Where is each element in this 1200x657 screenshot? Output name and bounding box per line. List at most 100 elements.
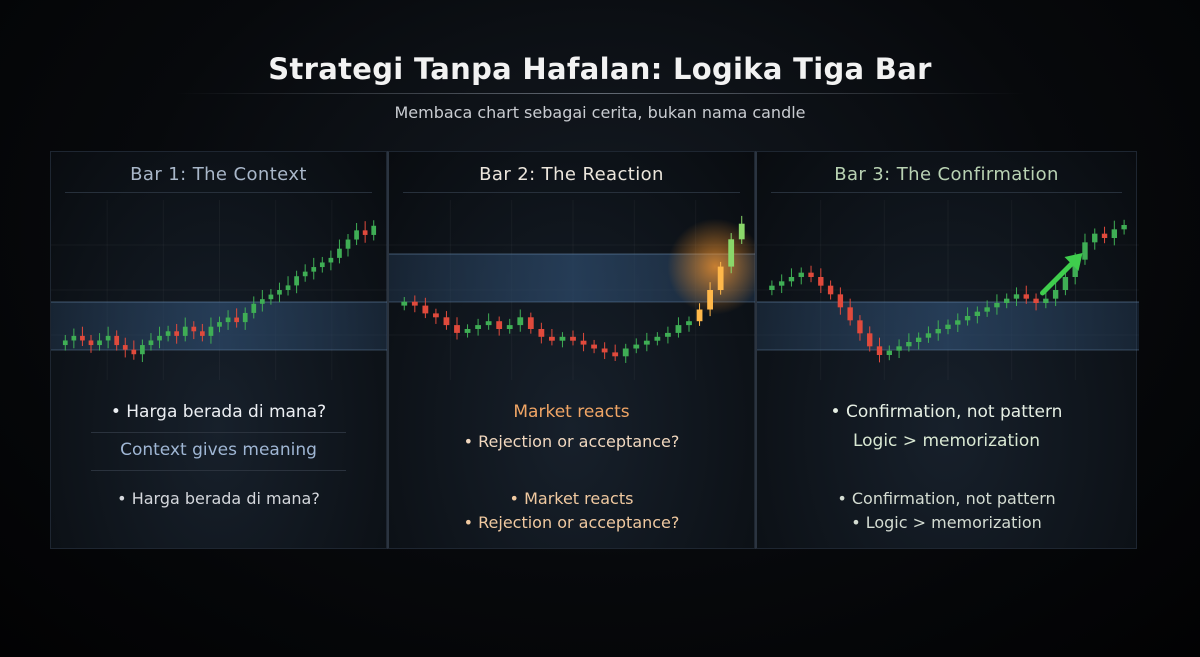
candle-body (362, 230, 368, 235)
page-title: Strategi Tanpa Hafalan: Logika Tiga Bar (268, 52, 932, 86)
candle-body (294, 276, 299, 286)
confirmation-arrowhead (1064, 253, 1083, 271)
candle-body (225, 317, 231, 323)
candle-body (1072, 259, 1078, 277)
panel-context: Bar 1: The Context Harga berada di mana?… (50, 151, 388, 549)
candle-body (964, 316, 971, 321)
candle-body (769, 285, 775, 290)
candle-body (955, 320, 961, 325)
candle-body (443, 317, 450, 326)
candlestick-chart-context (51, 200, 388, 380)
candle-body (174, 331, 180, 336)
three-bar-panels: Bar 1: The Context Harga berada di mana?… (50, 151, 1139, 549)
candle-body (591, 344, 597, 349)
candle-body (131, 349, 137, 355)
candle-body (570, 336, 576, 341)
candle-body (1013, 294, 1020, 299)
candle-body (319, 262, 325, 268)
candle-body (827, 285, 834, 295)
candle-body (1004, 298, 1010, 303)
candlestick-chart-confirmation (757, 200, 1139, 380)
bullet-text: Rejection or acceptance? (389, 513, 754, 532)
candle-body (847, 307, 853, 321)
candle-body (71, 335, 77, 341)
candle-body (411, 301, 418, 306)
candle-body (665, 332, 671, 337)
candle-body (140, 345, 145, 355)
bullet-text: Logic > memorization (757, 513, 1136, 532)
candle-body (259, 299, 265, 304)
candle-body (1062, 277, 1069, 290)
panel-confirmation: Bar 3: The Confirmation Confirmation, no… (755, 151, 1139, 549)
candle-body (994, 303, 1000, 308)
candle-body (302, 271, 308, 277)
candle-body (818, 277, 824, 286)
candle-body (696, 309, 703, 322)
bullet-text: Confirmation, not pattern (757, 402, 1136, 422)
candle-body (1101, 233, 1108, 238)
candle-body (580, 340, 587, 345)
candle-body (1121, 225, 1127, 230)
candle-body (371, 225, 377, 235)
candlestick-chart-reaction (389, 200, 757, 380)
candle-body (945, 324, 951, 329)
candle-body (1052, 290, 1059, 299)
candle-body (778, 281, 785, 286)
candle-body (354, 230, 359, 240)
reaction-glow (667, 218, 757, 315)
candle-body (517, 317, 524, 326)
candle-body (707, 290, 713, 310)
candle-body (454, 325, 460, 333)
candle-body (728, 239, 735, 267)
text-divider (91, 432, 346, 433)
bullet-text: Rejection or acceptance? (389, 432, 754, 451)
context-caption: Context gives meaning (120, 440, 317, 460)
candle-body (559, 336, 566, 341)
bullet-text: Market reacts (389, 489, 754, 508)
candle-body (88, 340, 94, 346)
candle-body (422, 305, 429, 314)
candle-body (1092, 233, 1098, 243)
candle-body (191, 326, 197, 332)
candle-body (1111, 229, 1118, 238)
candle-body (1082, 242, 1088, 260)
bullet-text: Confirmation, not pattern (757, 489, 1136, 508)
candle-body (984, 307, 990, 312)
candle-body (337, 248, 342, 258)
panel-title: Bar 1: The Context (130, 164, 307, 185)
candle-body (328, 257, 334, 263)
candle-body (200, 331, 205, 336)
candle-body (268, 294, 274, 300)
candle-body (925, 333, 932, 338)
panel-title-divider (65, 192, 372, 193)
candle-body (114, 335, 120, 346)
candle-body (896, 346, 902, 351)
candle-body (277, 290, 282, 295)
candle-body (285, 285, 291, 290)
candle-body (165, 331, 171, 336)
candle-body (485, 321, 492, 326)
bullet-text: Harga berada di mana? (51, 489, 386, 508)
candle-body (643, 340, 650, 345)
candle-body (475, 325, 481, 329)
candle-body (242, 312, 248, 323)
candle-body (433, 313, 439, 318)
candle-body (633, 344, 640, 349)
candle-body (1023, 294, 1029, 299)
candle-body (251, 303, 257, 313)
candle-body (311, 267, 317, 272)
candle-body (464, 329, 471, 333)
candle-body (496, 321, 503, 329)
reaction-caption: Market reacts (513, 402, 630, 422)
candle-body (62, 340, 68, 346)
title-divider (175, 93, 1025, 94)
candle-body (974, 311, 981, 316)
candle-body (622, 348, 629, 357)
candle-body (857, 320, 863, 334)
candle-body (538, 329, 545, 337)
candle-body (1043, 298, 1049, 303)
candle-body (401, 301, 408, 306)
candle-body (686, 321, 692, 326)
confirmation-arrow (1040, 258, 1078, 296)
candle-body (122, 345, 128, 350)
